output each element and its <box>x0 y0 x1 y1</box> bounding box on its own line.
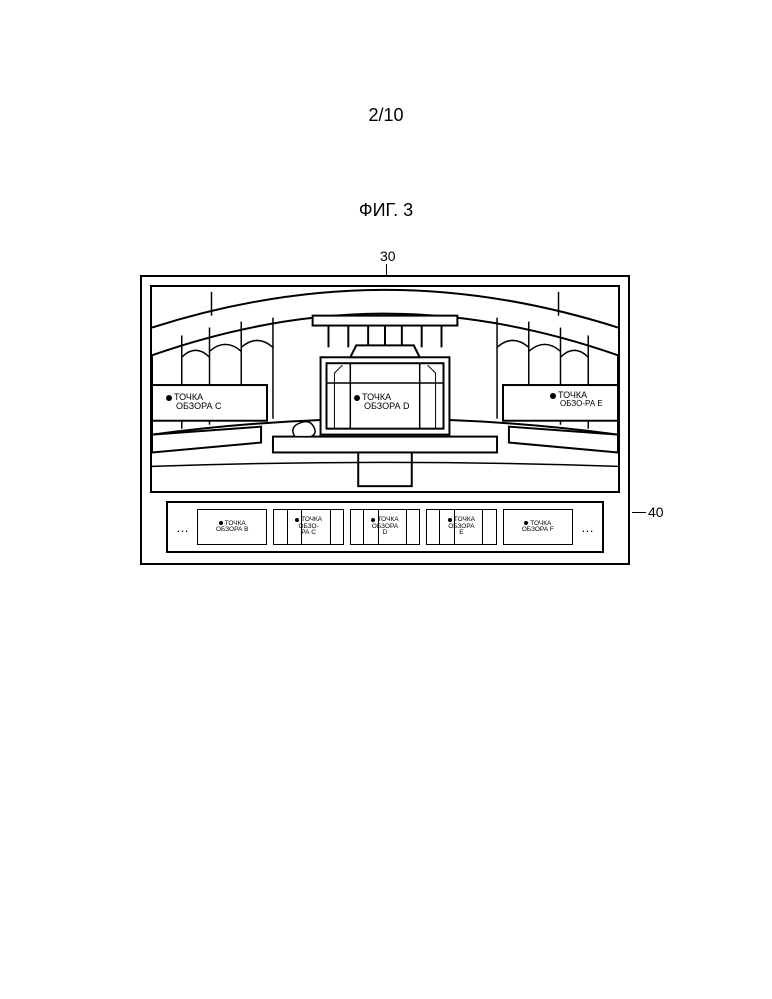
thumbnail-b[interactable]: ТОЧКА ОБЗОРА В <box>197 509 267 545</box>
thumbnail-c[interactable]: ТОЧКА ОБЗО- РА С <box>273 509 343 545</box>
thumbnail-e[interactable]: ТОЧКА ОБЗОРА E <box>426 509 496 545</box>
dot-icon <box>550 393 556 399</box>
thumbnail-d[interactable]: ТОЧКА ОБЗОРА D <box>350 509 420 545</box>
main-scene-view: ТОЧКА ОБЗОРА С ТОЧКА ОБЗОРА D ТОЧКА ОБЗО… <box>150 285 620 493</box>
scene-illustration <box>152 287 618 491</box>
thumb-e-bot: E <box>459 529 463 536</box>
callout-strip-leader <box>632 512 646 513</box>
callout-main-view: 30 <box>380 248 396 264</box>
viewpoint-e-overlay: ТОЧКА ОБЗО-РА Е <box>550 391 603 409</box>
vp-e-bot: ОБЗО-РА Е <box>560 400 603 408</box>
thumb-c-bot: РА С <box>301 529 316 536</box>
vp-c-bot: ОБЗОРА С <box>176 402 222 411</box>
ellipsis-right: … <box>579 520 596 535</box>
dot-icon <box>524 521 528 525</box>
thumb-f-bot: ОБЗОРА F <box>522 526 554 533</box>
figure-label: ФИГ. 3 <box>359 200 413 221</box>
dot-icon <box>354 395 360 401</box>
viewpoint-c-overlay: ТОЧКА ОБЗОРА С <box>166 393 222 412</box>
page-number: 2/10 <box>368 105 403 126</box>
callout-thumbnail-strip: 40 <box>648 504 664 520</box>
dot-icon <box>448 518 452 522</box>
dot-icon <box>219 521 223 525</box>
figure-diagram: ТОЧКА ОБЗОРА С ТОЧКА ОБЗОРА D ТОЧКА ОБЗО… <box>140 275 630 565</box>
vp-d-bot: ОБЗОРА D <box>364 402 410 411</box>
thumbnail-f[interactable]: ТОЧКА ОБЗОРА F <box>503 509 573 545</box>
thumb-b-bot: ОБЗОРА В <box>216 526 249 533</box>
dot-icon <box>295 518 299 522</box>
viewpoint-d-overlay: ТОЧКА ОБЗОРА D <box>354 393 410 412</box>
dot-icon <box>371 518 375 522</box>
ellipsis-left: … <box>174 520 191 535</box>
thumbnail-strip: … ТОЧКА ОБЗОРА В ТОЧКА ОБЗО- РА С ТОЧКА … <box>166 501 604 553</box>
dot-icon <box>166 395 172 401</box>
thumb-d-bot: D <box>383 529 388 536</box>
